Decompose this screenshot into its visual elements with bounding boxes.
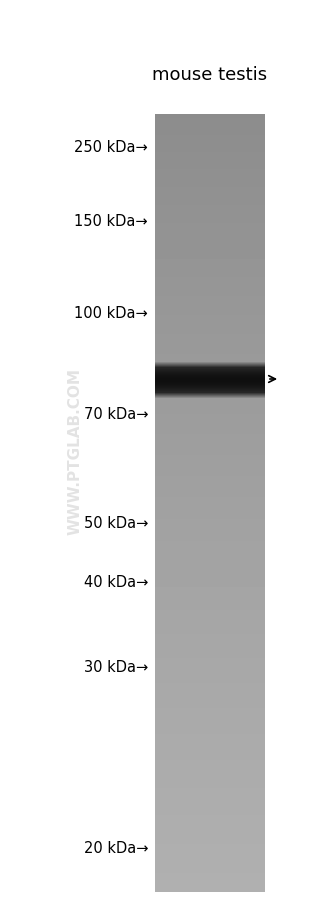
Text: mouse testis: mouse testis bbox=[153, 66, 268, 84]
Text: 20 kDa→: 20 kDa→ bbox=[83, 841, 148, 856]
Text: 150 kDa→: 150 kDa→ bbox=[74, 215, 148, 229]
Text: 40 kDa→: 40 kDa→ bbox=[84, 575, 148, 590]
Text: 30 kDa→: 30 kDa→ bbox=[84, 659, 148, 675]
Text: 100 kDa→: 100 kDa→ bbox=[74, 306, 148, 321]
Text: 250 kDa→: 250 kDa→ bbox=[74, 141, 148, 155]
Text: 70 kDa→: 70 kDa→ bbox=[83, 407, 148, 422]
Text: WWW.PTGLAB.COM: WWW.PTGLAB.COM bbox=[68, 368, 82, 534]
Text: 50 kDa→: 50 kDa→ bbox=[84, 516, 148, 531]
